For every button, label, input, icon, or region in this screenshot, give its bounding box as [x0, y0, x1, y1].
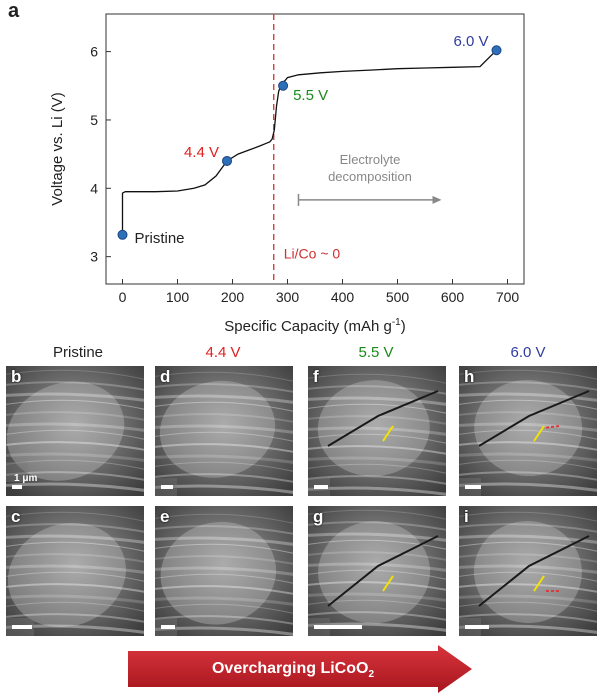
column-title-4-4v: 4.4 V: [205, 344, 241, 361]
sem-panel-g: g: [308, 506, 446, 636]
sem-panel-h: h: [459, 366, 597, 496]
sem-panel-i: i: [459, 506, 597, 636]
scale-bar: [465, 625, 489, 629]
scale-bar: [12, 625, 32, 629]
y-tick-label: 6: [90, 44, 98, 60]
scale-bar: [314, 485, 328, 489]
sem-panel-letter: f: [313, 367, 319, 386]
x-tick-label: 300: [276, 289, 300, 305]
scale-bar: [12, 485, 22, 489]
marker-label: 4.4 V: [184, 144, 219, 161]
sem-panel-letter: d: [160, 367, 171, 386]
panel-letter-a: a: [8, 0, 20, 22]
column-title-5-5v: 5.5 V: [358, 344, 394, 361]
y-axis-label: Voltage vs. Li (V): [49, 92, 66, 205]
marker-label: Pristine: [135, 230, 185, 247]
sem-panel-e: e: [155, 506, 293, 636]
annotation-line-1: Electrolyte: [340, 152, 401, 167]
y-tick-label: 3: [90, 249, 98, 265]
column-title-6-0v: 6.0 V: [510, 344, 546, 361]
scale-bar-text: 1 μm: [14, 473, 38, 484]
x-tick-label: 200: [221, 289, 245, 305]
scale-bar: [465, 485, 481, 489]
marker-label: 6.0 V: [453, 33, 488, 50]
marker-label: 5.5 V: [293, 87, 328, 104]
x-tick-label: 500: [386, 289, 410, 305]
state-marker: [278, 80, 289, 91]
x-tick-label: 600: [441, 289, 465, 305]
x-tick-label: 100: [166, 289, 190, 305]
state-marker: [222, 155, 232, 166]
decomposition-arrow-head: [432, 195, 442, 204]
column-title-pristine: Pristine: [52, 344, 104, 361]
sem-panel-c: c: [6, 506, 144, 636]
annotation-line-2: decomposition: [328, 169, 412, 184]
sem-panel-letter: b: [11, 367, 22, 386]
scale-bar: [161, 485, 173, 489]
plot-frame: [105, 13, 525, 285]
x-axis-label: Specific Capacity (mAh g-1): [224, 317, 405, 335]
x-tick-label: 400: [331, 289, 355, 305]
sem-panel-b: b 1 μm: [6, 366, 144, 496]
overcharging-label: Overcharging LiCoO2: [211, 660, 375, 681]
state-marker: [491, 45, 502, 56]
y-tick-label: 5: [90, 112, 98, 128]
sem-panel-letter: c: [11, 507, 21, 526]
overcharging-arrow-banner: [128, 645, 472, 693]
sem-panel-d: d: [155, 366, 293, 496]
scale-bar: [161, 625, 175, 629]
sem-panel-letter: e: [160, 507, 170, 526]
sem-panel-letter: i: [464, 507, 469, 526]
sem-panel-letter: h: [464, 367, 475, 386]
x-tick-label: 0: [119, 289, 127, 305]
sem-panel-letter: g: [313, 507, 324, 526]
sem-panel-f: f: [308, 366, 446, 496]
x-tick-label: 700: [496, 289, 520, 305]
li-co-label: Li/Co ~ 0: [284, 246, 341, 262]
voltage-curve: [121, 49, 497, 235]
y-tick-label: 4: [90, 180, 98, 196]
scale-bar: [314, 625, 362, 629]
voltage-capacity-chart: 0 100 200 300 400 500 600 700 3 4 5 6 Specific Capa…: [49, 13, 525, 335]
state-marker: [117, 229, 128, 240]
